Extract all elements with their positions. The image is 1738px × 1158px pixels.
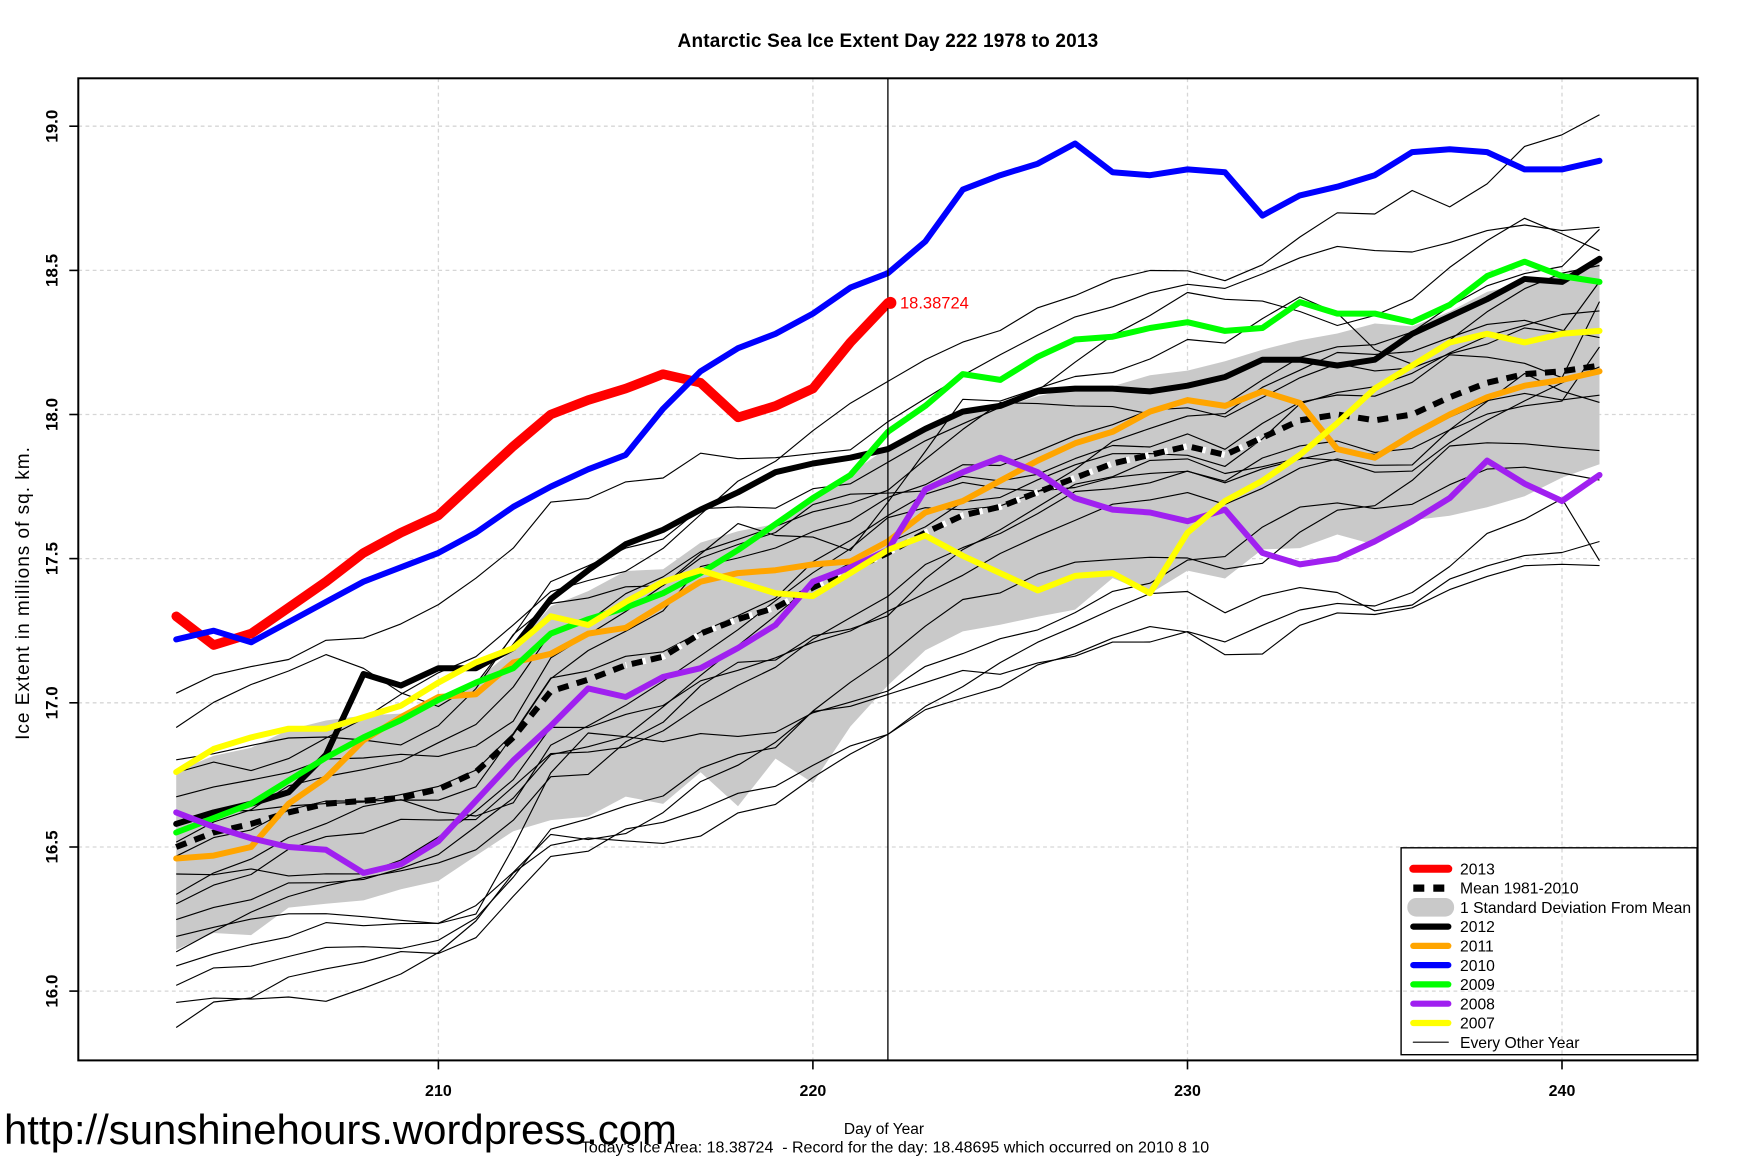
svg-text:Ice Extent in millions of sq.: Ice Extent in millions of sq. km. bbox=[13, 446, 34, 740]
svg-text:2008: 2008 bbox=[1460, 996, 1495, 1013]
svg-text:240: 240 bbox=[1549, 1083, 1576, 1100]
svg-text:2009: 2009 bbox=[1460, 977, 1495, 994]
svg-text:2011: 2011 bbox=[1460, 939, 1494, 956]
svg-text:2010: 2010 bbox=[1460, 958, 1495, 975]
svg-text:16.5: 16.5 bbox=[43, 830, 62, 863]
svg-text:19.0: 19.0 bbox=[43, 110, 62, 143]
svg-text:1 Standard Deviation From Mean: 1 Standard Deviation From Mean bbox=[1460, 900, 1691, 917]
svg-text:Today's Ice Area: 18.38724 -: Today's Ice Area: 18.38724 - Record for … bbox=[581, 1140, 1209, 1157]
svg-text:2012: 2012 bbox=[1460, 919, 1495, 936]
svg-text:Every Other Year: Every Other Year bbox=[1460, 1035, 1579, 1052]
svg-text:210: 210 bbox=[425, 1083, 452, 1100]
svg-text:Antarctic Sea Ice Extent Day 2: Antarctic Sea Ice Extent Day 222 1978 to… bbox=[678, 31, 1099, 52]
svg-text:17.0: 17.0 bbox=[43, 686, 62, 719]
svg-text:230: 230 bbox=[1174, 1083, 1201, 1100]
svg-text:18.0: 18.0 bbox=[43, 398, 62, 431]
svg-text:2013: 2013 bbox=[1460, 861, 1495, 878]
svg-text:http://sunshinehours.wordpress: http://sunshinehours.wordpress.com bbox=[4, 1106, 677, 1153]
svg-text:18.5: 18.5 bbox=[43, 254, 62, 287]
svg-text:Mean 1981-2010: Mean 1981-2010 bbox=[1460, 881, 1579, 898]
svg-text:18.38724: 18.38724 bbox=[900, 295, 969, 313]
svg-text:2007: 2007 bbox=[1460, 1016, 1495, 1033]
svg-text:Day of Year: Day of Year bbox=[844, 1121, 924, 1138]
svg-text:220: 220 bbox=[800, 1083, 827, 1100]
svg-text:16.0: 16.0 bbox=[43, 975, 62, 1008]
svg-text:17.5: 17.5 bbox=[43, 542, 62, 575]
